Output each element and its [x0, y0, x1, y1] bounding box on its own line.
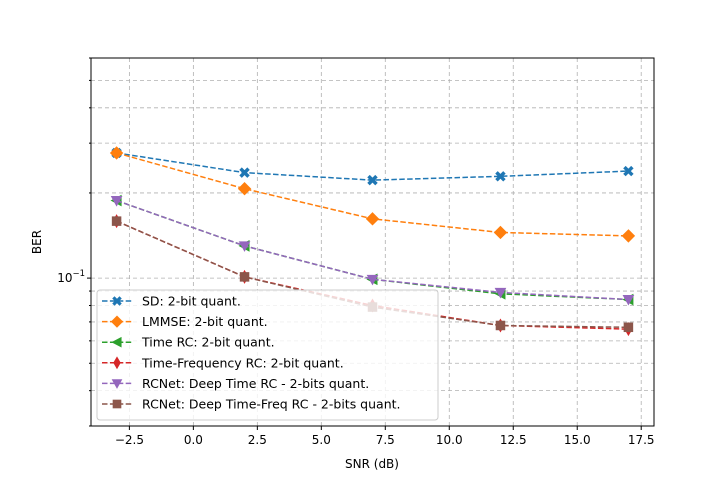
legend: SD: 2-bit quant. LMMSE: 2-bit quant. Time …: [96, 289, 439, 421]
legend-marker: [113, 356, 121, 370]
data-point: [367, 174, 378, 186]
data-point: [365, 212, 380, 226]
legend-marker: [111, 379, 123, 389]
y-axis-label: BER: [30, 230, 44, 254]
x-tick-label: 2.5: [248, 433, 267, 447]
data-point: [493, 225, 508, 240]
x-tick-label: 10.0: [436, 433, 463, 447]
data-point: [110, 196, 123, 207]
data-point: [623, 165, 634, 177]
x-tick-label: 5.0: [312, 433, 331, 447]
legend-entries: SD: 2-bit quant. LMMSE: 2-bit quant. Time …: [102, 294, 401, 412]
data-point: [623, 322, 634, 333]
x-tick-label: 15.0: [564, 433, 591, 447]
data-point: [237, 182, 252, 196]
legend-entry: Time RC: 2-bit quant.: [102, 335, 275, 350]
x-axis-label: SNR (dB): [345, 457, 399, 471]
legend-marker: [111, 336, 122, 348]
legend-entry: Time-Frequency RC: 2-bit quant.: [102, 355, 344, 370]
legend-marker: [112, 399, 122, 409]
legend-marker: [110, 315, 124, 328]
y-tick-label: 10−1: [57, 269, 85, 285]
x-tick-label: 17.5: [628, 433, 655, 447]
axis-ticks: −2.5 0.0 2.5 5.0 7.5 10.0 12.5 15.0 17.5 10−1: [57, 57, 655, 447]
series-2: [109, 146, 636, 243]
legend-box: [96, 289, 439, 421]
x-tick-label: 12.5: [500, 433, 527, 447]
data-point: [239, 167, 250, 178]
legend-label: LMMSE: 2-bit quant.: [142, 314, 268, 329]
data-point: [495, 320, 506, 331]
x-tick-label: −2.5: [115, 433, 144, 447]
series-5: [110, 196, 635, 306]
data-point: [111, 216, 122, 226]
legend-entry: RCNet: Deep Time RC - 2-bits quant.: [102, 376, 369, 391]
data-point: [239, 272, 250, 282]
legend-entry: RCNet: Deep Time-Freq RC - 2-bits quant.: [102, 397, 401, 412]
legend-label: Time-Frequency RC: 2-bit quant.: [141, 355, 344, 370]
x-tick-label: 0.0: [184, 433, 203, 447]
legend-label: Time RC: 2-bit quant.: [141, 335, 275, 350]
legend-marker: [112, 296, 122, 306]
data-point: [494, 287, 507, 299]
legend-entry: LMMSE: 2-bit quant.: [102, 314, 268, 329]
series-line: [116, 199, 629, 301]
legend-label: SD: 2-bit quant.: [142, 294, 241, 309]
data-point: [622, 295, 635, 306]
data-point: [495, 171, 506, 182]
legend-label: RCNet: Deep Time-Freq RC - 2-bits quant.: [142, 397, 401, 412]
plot-frame: [90, 57, 655, 427]
data-point: [109, 146, 124, 160]
data-point: [238, 241, 251, 252]
legend-entry: SD: 2-bit quant.: [102, 294, 241, 309]
data-point: [366, 274, 379, 286]
data-point: [621, 229, 636, 243]
legend-label: RCNet: Deep Time RC - 2-bits quant.: [142, 376, 369, 391]
x-tick-label: 7.5: [376, 433, 395, 447]
